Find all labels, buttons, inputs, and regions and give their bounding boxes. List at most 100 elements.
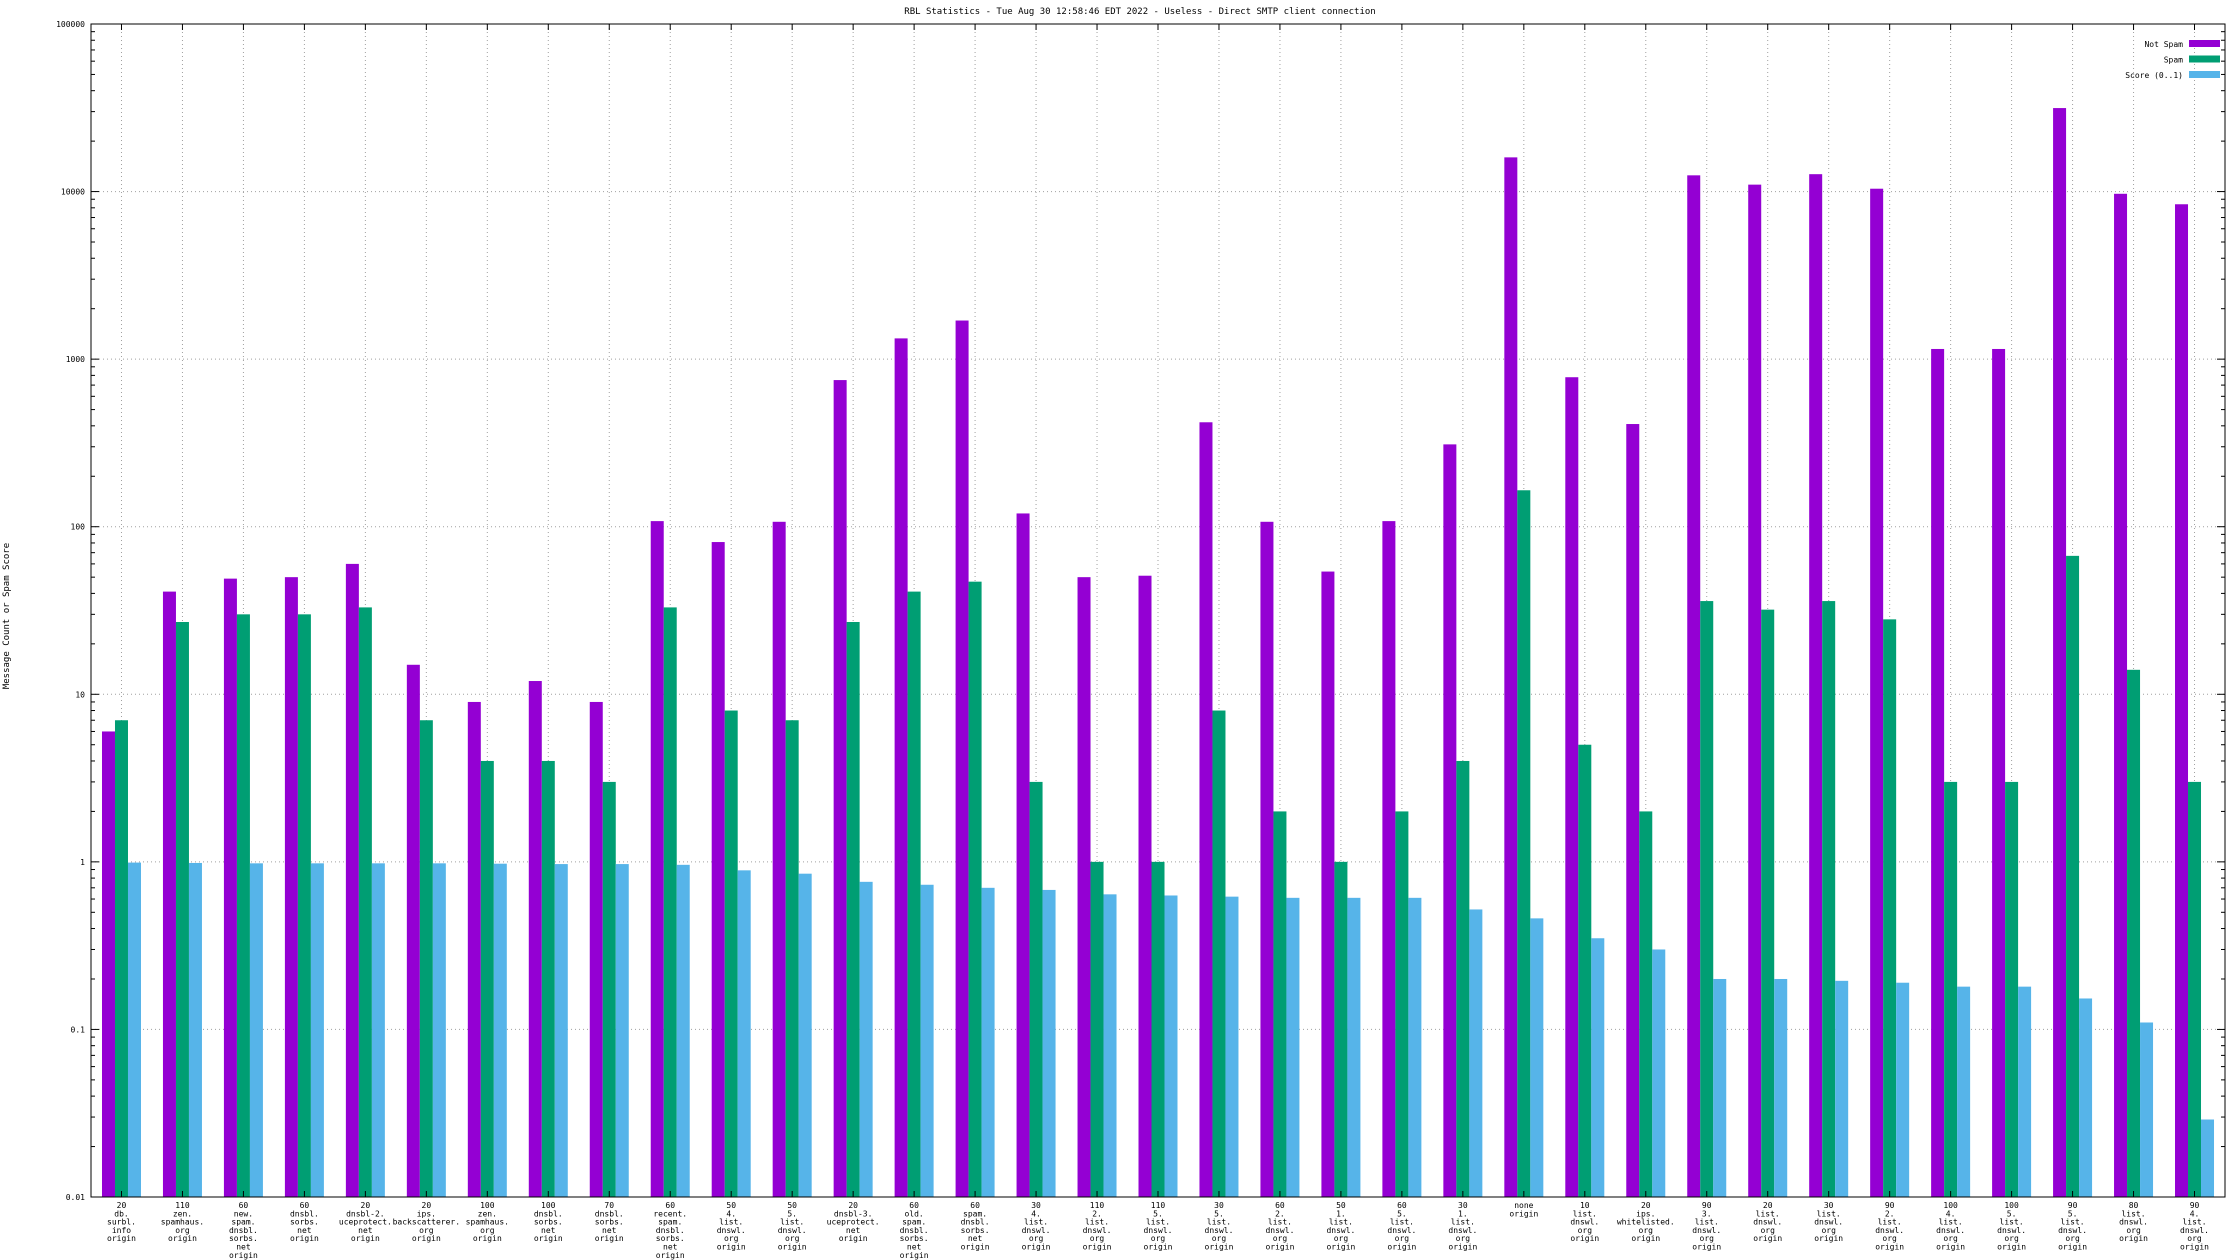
x-tick-label-line: list. [1573,1209,1597,1218]
bar-not-spam [1199,422,1213,1197]
bar-spam [663,607,677,1197]
x-tick-label-line: zen. [173,1209,192,1218]
x-tick-label-line: net [602,1226,617,1235]
x-tick-label-line: 110 [175,1201,190,1210]
bar-not-spam [1809,174,1823,1198]
legend-swatch [2189,40,2220,47]
x-tick-label-line: uceprotect. [339,1218,392,1227]
x-tick-label-line: list. [719,1218,743,1227]
x-tick-label-line: 100 [1943,1201,1958,1210]
bar-spam [1578,744,1592,1197]
bar-score-0-1 [615,864,629,1197]
x-tick-label-line: 5. [1214,1209,1224,1218]
bar-score-0-1 [1591,938,1605,1197]
bar-score-0-1 [188,862,202,1197]
x-tick-label-line: origin [1509,1209,1538,1218]
bar-score-0-1 [1469,909,1483,1197]
x-tick-label-line: 30 [1458,1201,1468,1210]
x-tick-label-line: list. [1939,1218,1963,1227]
bar-spam [1212,710,1226,1197]
x-tick-label-line: 80 [2129,1201,2139,1210]
x-tick-label-line: origin [1936,1243,1965,1252]
x-tick-label-line: list. [2061,1218,2085,1227]
bars [101,108,2215,1198]
x-tick-label-line: org [1029,1234,1044,1243]
x-tick-label-line: 110 [1151,1201,1166,1210]
x-tick-label: 50 1. list. dnswl. org origin [1326,1201,1355,1252]
bar-not-spam [528,681,542,1197]
y-tick-label: 100000 [56,20,85,29]
x-tick-label-line: 60 [970,1201,980,1210]
x-tick-label-line: uceprotect. [827,1218,880,1227]
x-tick-label: 80 list. dnswl. org origin [2119,1201,2148,1243]
bar-score-0-1 [1713,978,1727,1197]
x-tick-label-line: org [785,1234,800,1243]
x-tick-label: 60 spam. dnsbl. sorbs. net origin [961,1201,990,1252]
x-tick-label-line: dnsbl. [961,1218,990,1227]
x-tick-label: 60 2. list. dnswl. org origin [1265,1201,1294,1252]
bar-score-0-1 [2018,986,2032,1197]
x-tick-label-line: dnswl. [1144,1226,1173,1235]
bar-not-spam [1443,444,1457,1197]
x-tick-label-line: net [541,1226,556,1235]
bar-not-spam [1992,348,2006,1197]
x-tick-label-line: 30 [1031,1201,1041,1210]
x-tick-label-line: 100 [541,1201,556,1210]
x-tick-label: 100 4. list. dnswl. org origin [1936,1201,1965,1252]
y-axis-label: Message Count or Spam Score [2,543,12,689]
y-tick-label: 1 [80,858,85,867]
x-tick-label-line: spam. [902,1218,926,1227]
bar-score-0-1 [2140,1022,2154,1197]
bar-score-0-1 [1530,918,1544,1197]
x-tick-label: 110 zen. spamhaus. org origin [161,1201,204,1243]
x-tick-label-line: org [480,1226,495,1235]
x-tick-label-line: 50 [1336,1201,1346,1210]
bar-not-spam [1321,571,1335,1197]
bar-spam [1456,760,1470,1197]
x-tick-label: 90 3. list. dnswl. org origin [1692,1201,1721,1252]
x-tick-label-line: list. [2182,1218,2206,1227]
x-tick-label-line: dnswl. [1448,1226,1477,1235]
bar-score-0-1 [1835,980,1849,1197]
x-tick-label-line: list. [1817,1209,1841,1218]
bar-score-0-1 [1225,896,1239,1197]
bar-score-0-1 [1042,889,1056,1197]
x-tick-label-line: 90 [2068,1201,2078,1210]
bar-spam [1395,811,1409,1197]
bar-not-spam [162,591,176,1197]
x-tick-label-line: list. [1878,1218,1902,1227]
x-tick-label-line: 20 [848,1201,858,1210]
bar-spam [1761,609,1775,1197]
x-tick-label: 60 old. spam. dnsbl. sorbs. net origin [900,1201,929,1260]
bar-spam [2188,781,2202,1197]
x-tick-label-line: list. [1207,1218,1231,1227]
bar-spam [907,591,921,1197]
bar-not-spam [1016,513,1030,1197]
bar-score-0-1 [249,863,263,1197]
x-tick-label-line: dnswl. [1692,1226,1721,1235]
x-tick-label: 20 db. surbl. info origin [107,1201,136,1243]
x-tick-label-line: org [2065,1234,2080,1243]
bar-score-0-1 [432,863,446,1197]
bar-score-0-1 [310,863,324,1197]
bar-spam [1883,619,1897,1197]
x-tick-label: 50 5. list. dnswl. org origin [778,1201,807,1252]
x-tick-label-line: spamhaus. [466,1218,509,1227]
x-tick-label-line: origin [1205,1243,1234,1252]
x-tick-label-line: 20 [422,1201,432,1210]
bar-not-spam [223,578,237,1197]
x-tick-label-line: dnswl. [2058,1226,2087,1235]
x-tick-label-line: 20 [361,1201,371,1210]
x-tick-label-line: org [1578,1226,1593,1235]
bar-score-0-1 [371,863,385,1197]
x-tick-label-line: 60 [665,1201,675,1210]
x-tick-label-line: list. [1146,1218,1170,1227]
bar-score-0-1 [1408,897,1422,1197]
x-tick-label-line: 60 [1397,1201,1407,1210]
bar-score-0-1 [737,870,751,1197]
x-tick-label-line: org [1821,1226,1836,1235]
x-tick-label-line: origin [2058,1243,2087,1252]
bar-not-spam [1077,577,1091,1197]
bar-score-0-1 [859,881,873,1197]
